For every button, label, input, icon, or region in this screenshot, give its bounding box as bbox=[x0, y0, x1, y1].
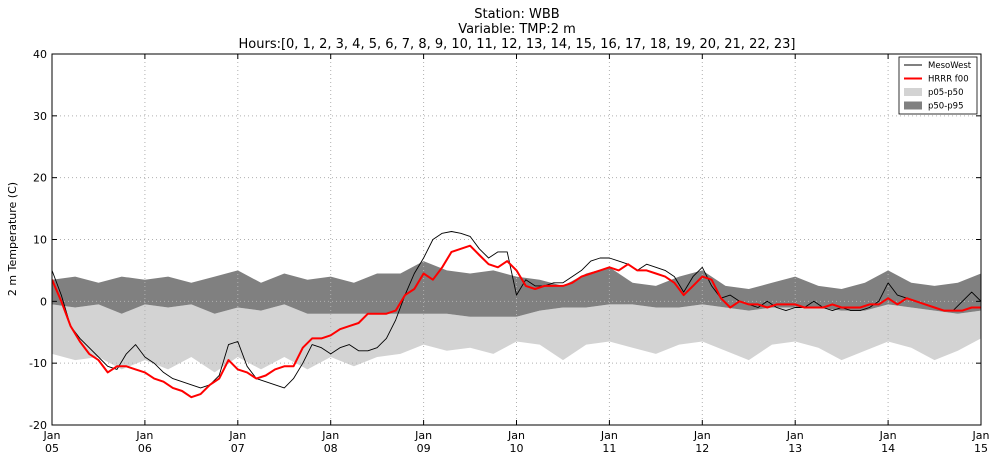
x-tick-label-month: Jan bbox=[228, 429, 246, 442]
y-tick-label: 10 bbox=[33, 234, 47, 247]
legend-label: HRRR f00 bbox=[928, 75, 969, 85]
y-tick-label: 20 bbox=[33, 172, 47, 185]
legend-swatch bbox=[904, 88, 922, 96]
x-tick-label-day: 15 bbox=[974, 442, 988, 455]
legend-label: p05-p50 bbox=[928, 88, 964, 98]
y-tick-label: 30 bbox=[33, 110, 47, 123]
x-tick-label-day: 14 bbox=[881, 442, 895, 455]
x-tick-label-month: Jan bbox=[507, 429, 525, 442]
legend-label: MesoWest bbox=[928, 61, 972, 71]
legend: MesoWest HRRR f00 p05-p50 p50-p95 bbox=[898, 56, 978, 115]
x-tick-label-month: Jan bbox=[321, 429, 339, 442]
y-tick-label: 0 bbox=[40, 295, 47, 308]
plot-area: -20-10010203040Jan05Jan06Jan07Jan08Jan09… bbox=[29, 48, 989, 455]
y-tick-label: -10 bbox=[29, 357, 47, 370]
title-line-station: Station: WBB bbox=[474, 7, 559, 22]
legend-swatch bbox=[904, 101, 922, 110]
x-tick-label-month: Jan bbox=[693, 429, 711, 442]
x-tick-label-month: Jan bbox=[135, 429, 153, 442]
x-tick-label-day: 12 bbox=[695, 442, 709, 455]
series-line-hrrr-f00 bbox=[52, 244, 981, 399]
x-tick-label-month: Jan bbox=[786, 429, 804, 442]
x-tick-label-day: 05 bbox=[45, 442, 59, 455]
x-tick-label-month: Jan bbox=[972, 429, 990, 442]
y-tick-label: 40 bbox=[33, 48, 47, 61]
y-tick-label: -20 bbox=[29, 419, 47, 432]
x-tick-label-month: Jan bbox=[43, 429, 61, 442]
x-tick-label-day: 11 bbox=[602, 442, 616, 455]
x-tick-label-day: 06 bbox=[138, 442, 152, 455]
x-tick-label-month: Jan bbox=[600, 429, 618, 442]
title-line-hours: Hours:[0, 1, 2, 3, 4, 5, 6, 7, 8, 9, 10,… bbox=[239, 37, 796, 52]
band-p50-p95 bbox=[52, 261, 981, 317]
chart-title: Station: WBB Variable: TMP:2 m Hours:[0,… bbox=[239, 7, 796, 52]
y-axis-label: 2 m Temperature (C) bbox=[6, 182, 19, 296]
x-tick-label-month: Jan bbox=[414, 429, 432, 442]
x-tick-label-day: 10 bbox=[510, 442, 524, 455]
legend-label: p50-p95 bbox=[928, 102, 964, 112]
series-line-mesowest bbox=[52, 231, 981, 389]
x-tick-label-day: 07 bbox=[231, 442, 245, 455]
x-tick-label-month: Jan bbox=[879, 429, 897, 442]
x-tick-label-day: 13 bbox=[788, 442, 802, 455]
title-line-variable: Variable: TMP:2 m bbox=[458, 22, 576, 37]
x-tick-label-day: 09 bbox=[417, 442, 431, 455]
x-tick-label-day: 08 bbox=[324, 442, 338, 455]
